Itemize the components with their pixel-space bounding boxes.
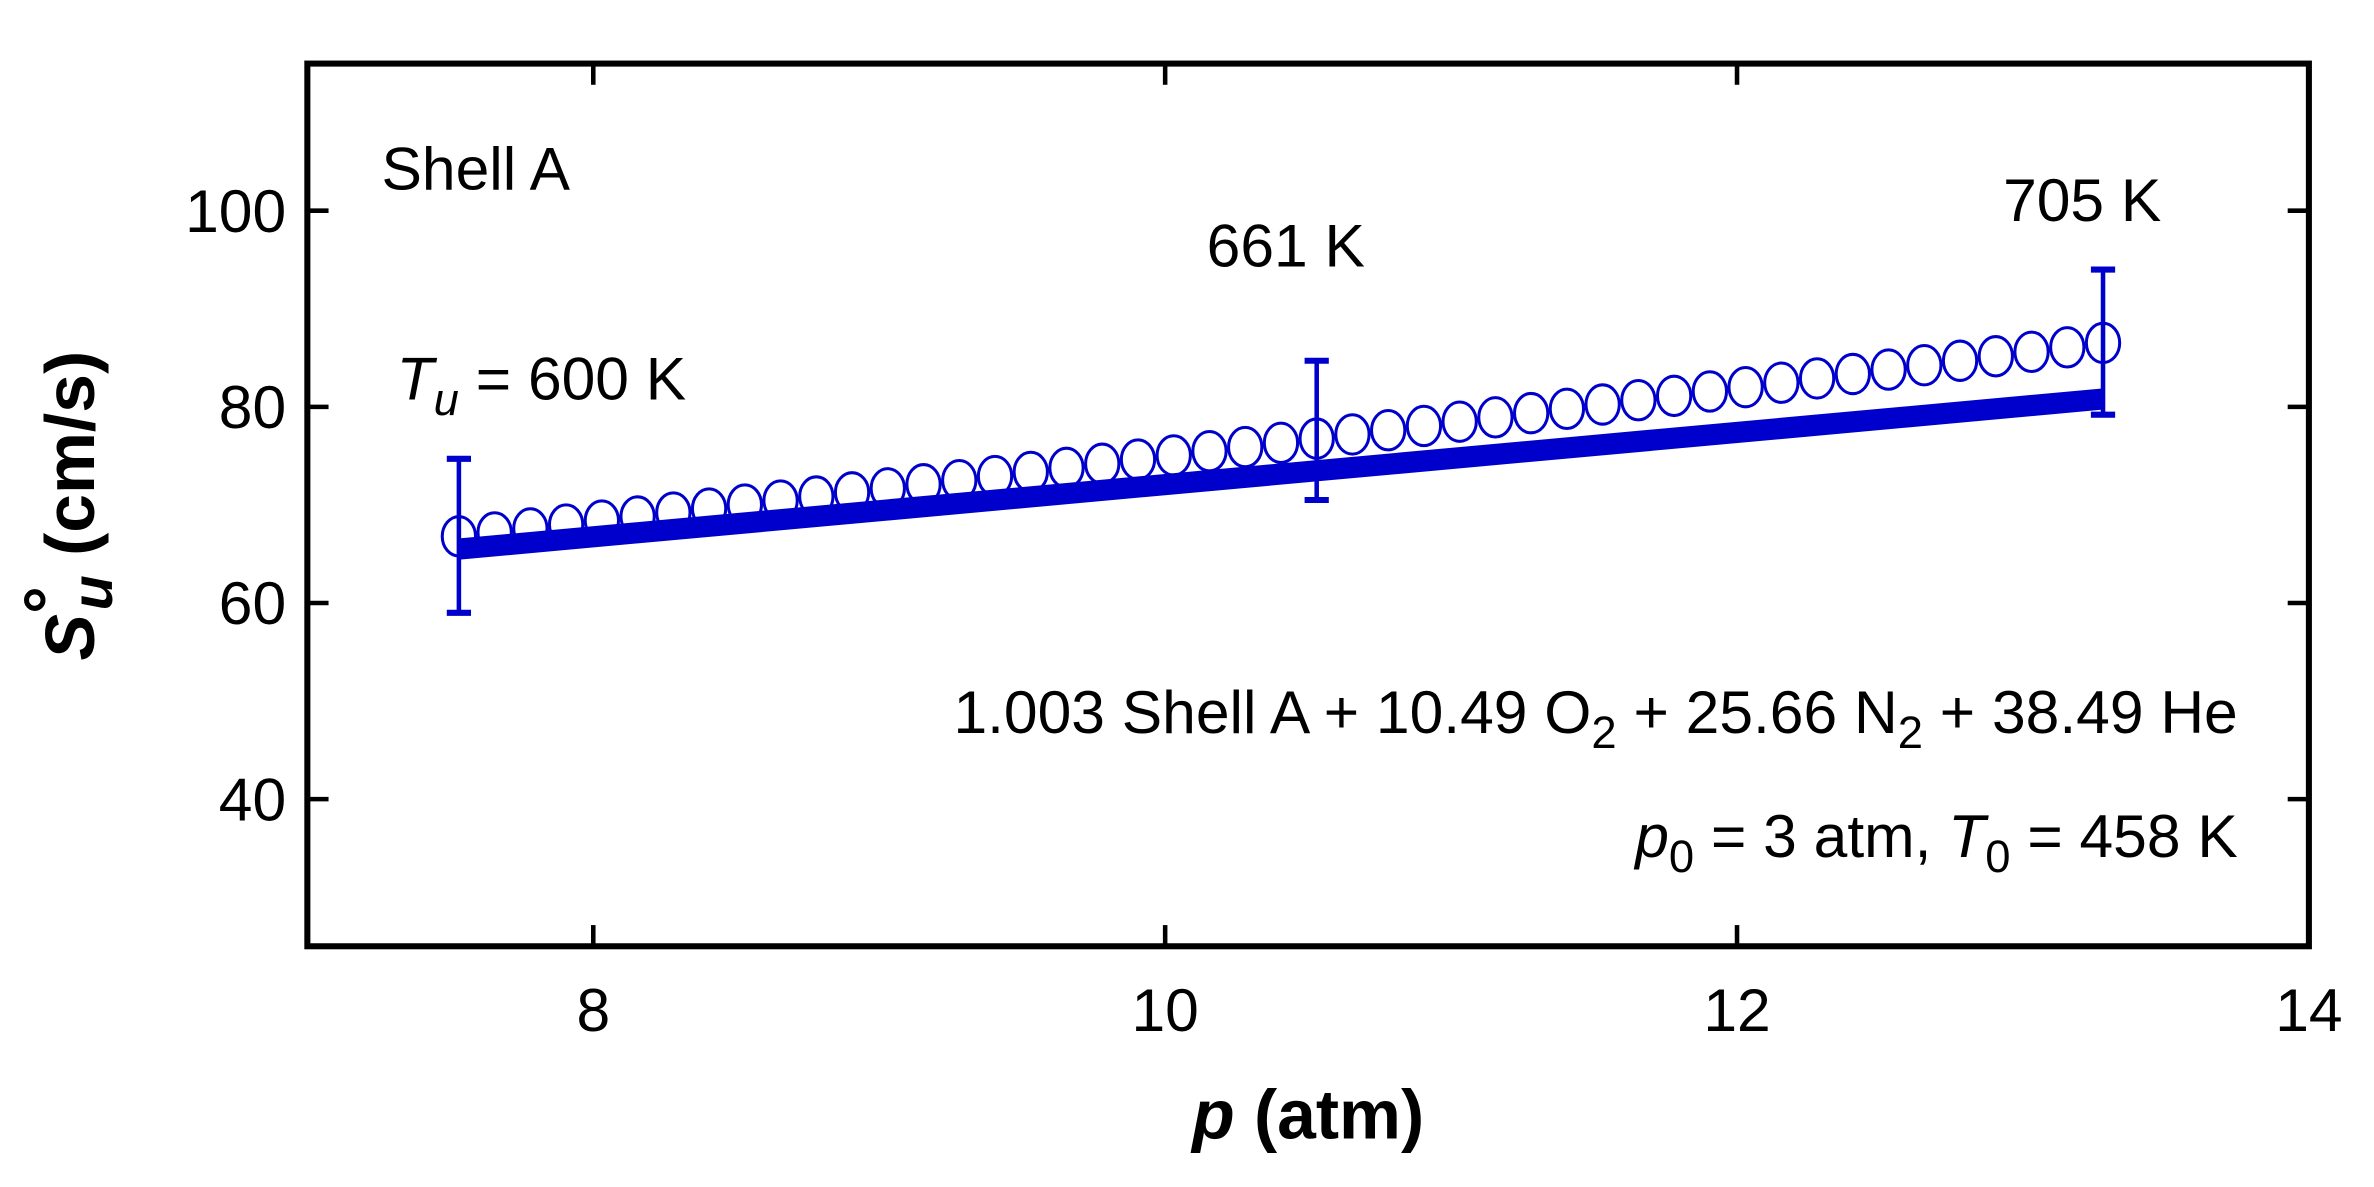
data-point-circle (1441, 400, 1478, 443)
x-tick-label: 8 (576, 976, 610, 1044)
mix-part: + 25.66 N (1617, 678, 1898, 746)
y-label-sub: u (61, 575, 125, 610)
annotation-shell: Shell A (382, 134, 571, 202)
tu-symbol: T (397, 345, 438, 413)
y-label-symbol: S (31, 614, 109, 660)
data-point-circle (1227, 425, 1264, 469)
data-point-circle (1941, 339, 1979, 382)
annotation-661k: 661 K (1207, 211, 1365, 279)
data-point-circle (1727, 365, 1764, 409)
tu-value: = 600 K (459, 345, 686, 413)
x-tick-label: 10 (1131, 976, 1198, 1044)
data-point-circle (762, 479, 799, 522)
data-point-circle (2049, 326, 2086, 369)
data-point-circle (547, 503, 585, 546)
mix-part: 1.003 Shell A + 10.49 O (953, 678, 1591, 746)
data-point-circle (512, 507, 549, 550)
data-point-circle (1691, 370, 1729, 413)
data-point-circle (1548, 387, 1586, 431)
data-point-circle (1798, 357, 1836, 400)
mix-part: + 38.49 He (1923, 678, 2238, 746)
y-axis-label: S°u (cm/s) (10, 351, 125, 661)
error-bar (446, 455, 472, 616)
data-point-circle (1084, 442, 1121, 485)
data-point-circle (1477, 396, 1514, 439)
annotation-705k: 705 K (2003, 166, 2161, 234)
data-point-circle (905, 463, 942, 506)
data-point-circle (1512, 391, 1550, 435)
data-point-circle (1048, 446, 1085, 490)
data-point-circle (1655, 374, 1693, 418)
data-point-circle (976, 454, 1014, 498)
cond-part: = 458 K (2011, 802, 2238, 870)
data-point-circle (869, 467, 906, 510)
data-point-circle (619, 495, 656, 538)
plot-frame (304, 60, 2312, 950)
data-point-circle (1119, 438, 1157, 481)
y-label-sup: ° (10, 586, 88, 614)
cond-part: = 3 atm, (1694, 802, 1948, 870)
cond-sub: 0 (1985, 831, 2010, 882)
data-point-circle (833, 471, 871, 514)
x-label-unit: (atm) (1235, 1076, 1425, 1154)
data-point-circle (1405, 404, 1443, 448)
data-point-circle (798, 475, 835, 518)
y-tick-label: 60 (219, 569, 286, 637)
data-point-circle (726, 483, 763, 526)
data-point-circle (1906, 343, 1943, 387)
mix-sub: 2 (1591, 707, 1616, 758)
x-label-symbol: p (1190, 1076, 1235, 1154)
y-tick-label: 80 (219, 373, 286, 441)
mix-sub: 2 (1898, 707, 1923, 758)
data-point-circle (2013, 330, 2050, 374)
x-tick-label: 12 (1703, 976, 1770, 1044)
data-point-circle (1870, 348, 1907, 391)
data-point-circle (690, 487, 728, 530)
tu-subscript: u (434, 374, 459, 425)
error-bar (1304, 357, 1329, 504)
x-axis-label: p (atm) (1190, 1076, 1424, 1154)
data-point-circle (1155, 434, 1192, 477)
cond-p: p (1633, 802, 1669, 870)
y-tick-label: 40 (219, 765, 286, 833)
data-point-circle (1620, 378, 1657, 422)
data-point-circle (476, 511, 513, 554)
data-point-circle (583, 499, 621, 542)
error-bar (2090, 266, 2116, 418)
model-line (457, 388, 2104, 560)
data-point-circle (655, 491, 692, 534)
data-point-circle (941, 459, 978, 502)
plot-marks (440, 266, 2122, 616)
data-point-circle (1012, 450, 1049, 494)
y-tick-label: 100 (185, 177, 286, 245)
annotation-conditions: p0 = 3 atm, T0 = 458 K (1633, 802, 2238, 882)
annotation-mixture: 1.003 Shell A + 10.49 O2 + 25.66 N2 + 38… (953, 678, 2237, 758)
data-point-circle (1834, 352, 1871, 396)
data-point-circle (1262, 421, 1300, 465)
annotation-tu: Tu = 600 K (397, 345, 687, 425)
data-point-circle (1370, 408, 1407, 452)
data-point-circle (1584, 383, 1621, 426)
y-label-unit: (cm/s) (31, 351, 109, 575)
axis-ticks: 8 10 12 14 40 60 80 100 (185, 63, 2343, 1044)
data-point-circle (1763, 361, 1800, 404)
data-point-circle (1191, 429, 1228, 473)
cond-sub: 0 (1669, 831, 1694, 882)
x-tick-label: 14 (2275, 976, 2342, 1044)
cond-t: T (1948, 802, 1989, 870)
data-point-circle (1334, 413, 1371, 456)
data-point-circle (1977, 335, 2014, 378)
